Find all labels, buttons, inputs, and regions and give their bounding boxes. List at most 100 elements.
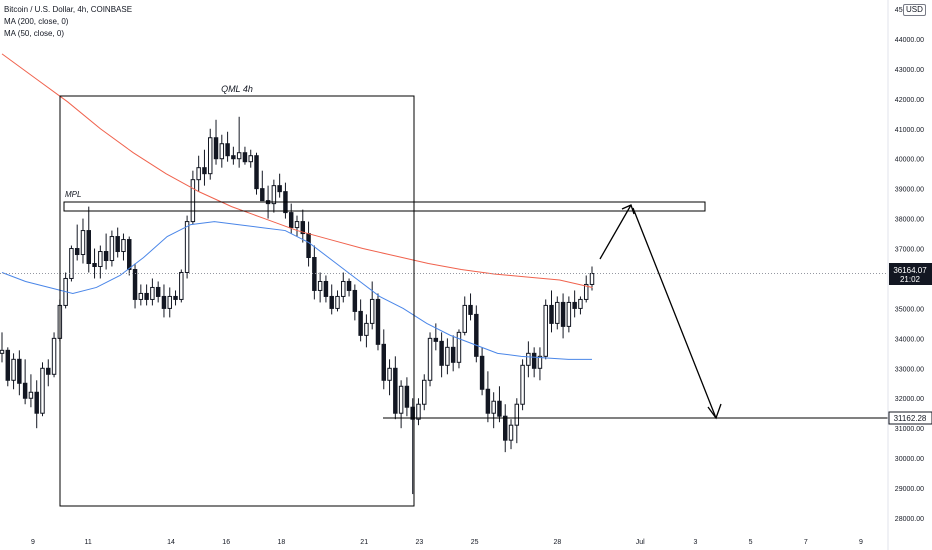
- candle-body: [358, 310, 363, 336]
- candle-body: [196, 167, 201, 181]
- candle-body: [549, 304, 554, 324]
- candle-body: [5, 349, 11, 381]
- candle-body: [393, 367, 398, 414]
- candle-body: [387, 367, 392, 381]
- candle-body: [474, 313, 479, 357]
- candle-body: [277, 185, 282, 193]
- time-tick-label: 18: [278, 539, 286, 546]
- candle-body: [202, 167, 207, 175]
- current-price-value: 36164.07: [893, 266, 927, 275]
- candle-body: [34, 391, 39, 414]
- candle-body: [450, 346, 456, 363]
- price-tick-label: 38000.00: [895, 217, 924, 224]
- candle-body: [11, 358, 16, 381]
- candle-body: [22, 382, 28, 399]
- candle-body: [98, 251, 103, 267]
- candle-body: [92, 263, 97, 267]
- candle-body: [231, 155, 236, 160]
- projection-arrow-up: [599, 204, 632, 260]
- candle-body: [497, 400, 502, 417]
- price-tick-label: 33000.00: [895, 366, 924, 373]
- time-tick-label: 28: [554, 539, 562, 546]
- candle-body: [288, 212, 294, 229]
- candle-body: [225, 143, 230, 157]
- candle-body: [433, 337, 439, 342]
- price-tick-label: 43000.00: [895, 67, 924, 74]
- candle-body: [103, 251, 109, 262]
- candle-body: [46, 367, 51, 375]
- candle-body: [566, 301, 572, 327]
- candle-body: [526, 352, 531, 366]
- time-tick-label: 9: [31, 539, 35, 546]
- qml-box[interactable]: [59, 95, 415, 507]
- candle-body: [184, 221, 190, 273]
- ma50-legend[interactable]: MA (50, close, 0): [4, 29, 65, 38]
- candle-body: [317, 280, 323, 291]
- candle-body: [369, 298, 375, 324]
- candle-body: [242, 152, 248, 163]
- candle-body: [352, 289, 358, 312]
- candle-body: [208, 137, 213, 175]
- target-price-tag-bg: [888, 411, 932, 425]
- candle-body: [531, 352, 537, 369]
- price-tick-label: 39000.00: [895, 187, 924, 194]
- candle-body: [364, 322, 369, 336]
- price-tick-label: 41000.00: [895, 127, 924, 134]
- time-axis[interactable]: 9 11 14 16 18 21 23 25 28 Jul 3 5 7 9: [31, 539, 863, 546]
- mpl-zone[interactable]: [63, 201, 706, 212]
- candle-body: [589, 273, 595, 285]
- chart-legend: Bitcoin / U.S. Dollar, 4h, COINBASE MA (…: [4, 4, 132, 40]
- candle-body: [219, 143, 225, 160]
- candle-body: [144, 292, 149, 300]
- time-tick-label: 16: [222, 539, 230, 546]
- target-price-tag: 31162.28: [888, 411, 932, 425]
- time-tick-label: 7: [804, 539, 808, 546]
- candle-body: [17, 358, 22, 384]
- price-tick-label: 29000.00: [895, 486, 924, 493]
- price-tick-label: 28000.00: [895, 516, 924, 523]
- candle-body: [398, 385, 404, 414]
- current-price-tag-bg: [889, 263, 932, 285]
- time-tick-label: Jul: [636, 539, 645, 546]
- mpl-zone-label: MPL: [65, 190, 81, 199]
- ma50-line: [1, 221, 592, 360]
- candle-body: [439, 340, 444, 366]
- candle-body: [341, 280, 346, 297]
- candle-body: [167, 295, 172, 309]
- countdown-value: 21:02: [900, 275, 921, 284]
- price-tick-label: 35000.00: [895, 306, 924, 313]
- ma200-line: [1, 53, 593, 288]
- projection-path[interactable]: [599, 204, 722, 420]
- time-tick-label: 3: [693, 539, 697, 546]
- candle-body: [150, 286, 155, 300]
- price-tick-label: 34000.00: [895, 336, 924, 343]
- candle-body: [86, 230, 91, 265]
- candle-body: [69, 248, 74, 279]
- time-tick-label: 25: [471, 539, 479, 546]
- candle-body: [462, 304, 467, 333]
- candle-body: [508, 424, 514, 441]
- candle-body: [248, 155, 253, 163]
- candle-body: [74, 248, 80, 256]
- candle-body: [543, 304, 548, 357]
- symbol-title[interactable]: Bitcoin / U.S. Dollar, 4h, COINBASE: [4, 5, 133, 14]
- candle-body: [127, 239, 132, 270]
- price-tick-label: 40000.00: [895, 157, 924, 164]
- candle-body: [294, 221, 300, 229]
- candle-body: [479, 355, 485, 390]
- candle-body: [572, 301, 577, 309]
- candle-body: [132, 268, 138, 300]
- time-tick-label: 21: [360, 539, 368, 546]
- current-price-tag: 36164.07 21:02: [889, 263, 932, 285]
- price-tick-label: 37000.00: [895, 247, 924, 254]
- currency-button[interactable]: USD: [903, 4, 926, 16]
- price-tick-label: 44000.00: [895, 37, 924, 44]
- candle-body: [155, 286, 161, 297]
- time-tick-label: 5: [749, 539, 753, 546]
- candle-body: [138, 292, 144, 300]
- ma200-legend[interactable]: MA (200, close, 0): [4, 17, 69, 26]
- candle-body: [190, 179, 196, 223]
- candle-body: [555, 301, 560, 324]
- candle-body: [121, 239, 126, 253]
